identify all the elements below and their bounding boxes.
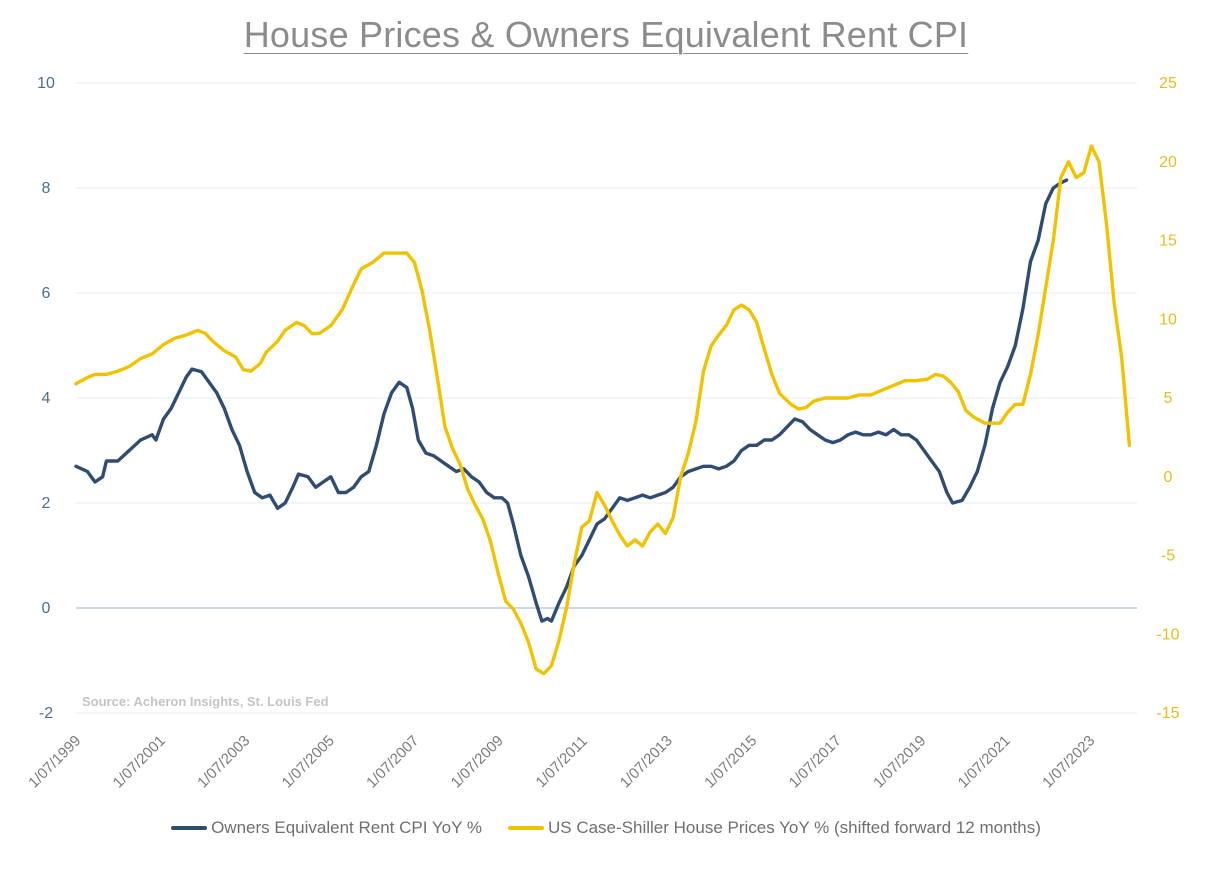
series-line-1 (74, 144, 1132, 676)
x-tick-label-10: 1/07/2019 (870, 732, 929, 791)
x-tick-label-1: 1/07/2001 (110, 732, 169, 791)
right-tick-label-3: 0 (1164, 469, 1173, 486)
source-note: Source: Acheron Insights, St. Louis Fed (82, 694, 329, 709)
right-tick-label-5: 10 (1159, 311, 1177, 328)
series-lines (74, 144, 1132, 676)
legend: Owners Equivalent Rent CPI YoY % US Case… (0, 818, 1212, 838)
x-tick-label-2: 1/07/2003 (194, 732, 253, 791)
x-tick-label-9: 1/07/2017 (786, 732, 845, 791)
x-tick-label-4: 1/07/2007 (363, 732, 422, 791)
legend-swatch-oer (171, 826, 208, 830)
left-y-axis: -2 0 2 4 6 8 10 (37, 75, 55, 722)
left-tick-label-1: 0 (42, 600, 51, 617)
x-tick-label-3: 1/07/2005 (279, 732, 338, 791)
right-tick-label-1: -10 (1156, 626, 1179, 643)
series-line-0 (74, 178, 1069, 623)
right-tick-label-8: 25 (1159, 75, 1177, 92)
legend-item-case-shiller: US Case-Shiller House Prices YoY % (shif… (507, 818, 1041, 838)
x-tick-label-6: 1/07/2011 (533, 733, 591, 791)
right-tick-label-6: 15 (1159, 233, 1177, 250)
x-tick-label-12: 1/07/2023 (1039, 732, 1098, 791)
right-y-axis: -15 -10 -5 0 5 10 15 20 25 (1156, 75, 1179, 722)
right-tick-label-7: 20 (1159, 154, 1177, 171)
right-tick-label-4: 5 (1164, 390, 1173, 407)
grid-lines (76, 82, 1137, 714)
x-tick-label-5: 1/07/2009 (448, 732, 507, 791)
legend-label-oer: Owners Equivalent Rent CPI YoY % (211, 818, 482, 837)
left-tick-label-3: 4 (42, 390, 51, 407)
right-tick-label-2: -5 (1161, 548, 1175, 565)
left-tick-label-5: 8 (42, 180, 51, 197)
x-tick-label-7: 1/07/2013 (617, 732, 676, 791)
x-tick-label-0: 1/07/1999 (25, 732, 84, 791)
left-tick-label-0: -2 (39, 705, 53, 722)
legend-item-oer: Owners Equivalent Rent CPI YoY % (171, 818, 482, 838)
legend-swatch-case-shiller (507, 826, 544, 830)
x-tick-label-11: 1/07/2021 (955, 732, 1014, 791)
legend-label-case-shiller: US Case-Shiller House Prices YoY % (shif… (547, 818, 1041, 837)
x-axis: 1/07/1999 1/07/2001 1/07/2003 1/07/2005 1/07… (25, 732, 1098, 791)
right-tick-label-0: -15 (1156, 705, 1179, 722)
x-tick-label-8: 1/07/2015 (701, 732, 760, 791)
left-tick-label-2: 2 (42, 495, 51, 512)
left-tick-label-6: 10 (37, 75, 55, 92)
chart-title: House Prices & Owners Equivalent Rent CP… (243, 14, 969, 55)
left-tick-label-4: 6 (42, 285, 51, 302)
